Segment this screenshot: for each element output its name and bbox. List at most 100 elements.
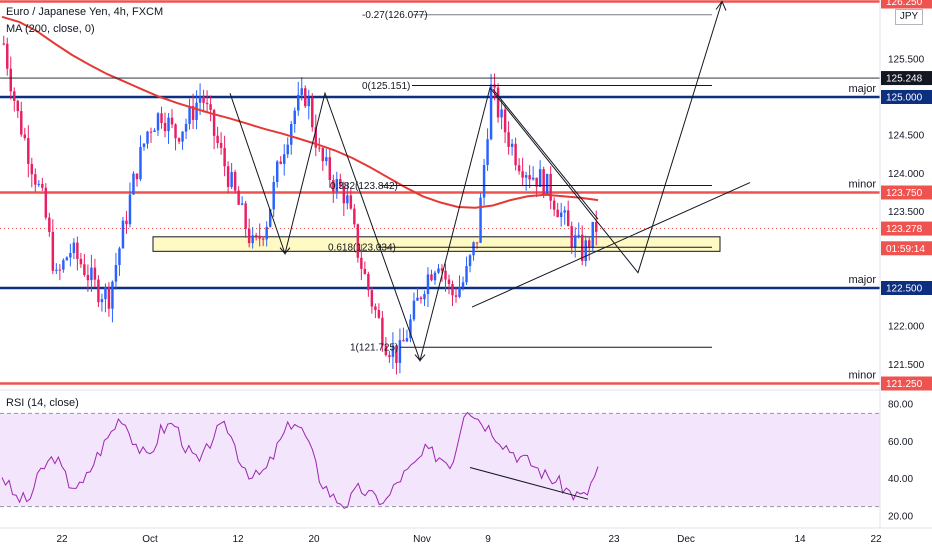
- candle-body: [363, 268, 367, 274]
- price-tag-bg: [881, 241, 932, 256]
- candle-body: [486, 139, 489, 166]
- price-tag: 126.250: [881, 0, 932, 9]
- ma-legend[interactable]: MA (200, close, 0): [6, 23, 95, 35]
- candle-body: [412, 300, 416, 320]
- candle-body: [188, 106, 191, 124]
- candle-body: [9, 68, 12, 92]
- candle-body: [549, 173, 552, 201]
- candle-body: [177, 138, 181, 142]
- candle-body: [458, 287, 461, 297]
- candle-body: [398, 340, 402, 363]
- candle-body: [342, 186, 346, 204]
- candle-body: [34, 174, 37, 185]
- price-tag: 123.750: [881, 185, 932, 200]
- candle-body: [489, 84, 493, 140]
- candle-body: [531, 177, 535, 180]
- time-tick-label: Nov: [413, 534, 431, 545]
- candle-body: [416, 297, 419, 301]
- candle-body: [524, 175, 528, 178]
- candle-body: [181, 131, 184, 142]
- candle-body: [360, 257, 363, 269]
- candle-body: [538, 169, 542, 187]
- fib-level-label: -0.27(126.077): [362, 10, 428, 21]
- support-zone-box: [152, 236, 721, 252]
- rsi-legend[interactable]: RSI (14, close): [6, 397, 79, 409]
- price-tag-label: 126.250: [886, 0, 923, 8]
- candle-body: [381, 317, 384, 346]
- candle-body: [254, 235, 258, 237]
- price-tag-bg: [881, 281, 932, 295]
- candle-body: [444, 270, 447, 280]
- candle-body: [430, 274, 433, 281]
- candle-body: [528, 175, 531, 180]
- rsi-line: [1, 411, 599, 509]
- candle-body: [468, 255, 472, 267]
- candle-body: [451, 284, 454, 296]
- candle-body: [339, 179, 342, 187]
- candle-body: [591, 221, 594, 248]
- candle-body: [135, 173, 139, 180]
- price-tag-label: 122.500: [886, 284, 923, 295]
- candle-body: [205, 102, 209, 105]
- candle-body: [149, 131, 153, 133]
- candle-body: [300, 88, 303, 95]
- candle-body: [20, 111, 23, 135]
- rsi-tick-label: 20.00: [888, 512, 913, 523]
- candle-body: [402, 340, 405, 342]
- candle-body: [265, 226, 268, 240]
- candle-body: [510, 143, 514, 147]
- candle-body: [332, 180, 335, 192]
- price-tag-label: 01:59:14: [886, 244, 925, 255]
- candle-body: [405, 338, 409, 342]
- ma-200-line: [1, 15, 599, 209]
- candle-body: [184, 123, 188, 132]
- candle-body: [72, 242, 76, 254]
- candle-body: [202, 96, 205, 103]
- candle-body: [125, 220, 128, 225]
- candle-body: [44, 187, 48, 218]
- rsi-tick-label: 60.00: [888, 437, 913, 448]
- candle-body: [261, 238, 265, 240]
- candle-body: [62, 260, 65, 270]
- candle-body: [440, 268, 444, 271]
- candle-body: [247, 228, 251, 244]
- fib-level-label: 0(125.151): [362, 81, 410, 92]
- fib-level-label: 0.382(123.842): [330, 181, 398, 192]
- fib-level-label: 1(121.725): [350, 343, 398, 354]
- candle-body: [139, 146, 142, 180]
- symbol-legend[interactable]: Euro / Japanese Yen, 4h, FXCM: [6, 6, 164, 18]
- candle-body: [93, 267, 97, 280]
- price-tag-bg: [881, 90, 932, 104]
- candle-body: [388, 355, 391, 357]
- candle-body: [170, 117, 174, 125]
- candle-body: [27, 138, 30, 164]
- currency-badge[interactable]: JPY: [895, 9, 923, 25]
- price-tick-label: 121.500: [888, 360, 925, 371]
- candle-body: [535, 177, 538, 187]
- candle-body: [237, 190, 240, 205]
- candle-body: [349, 195, 353, 209]
- candle-body: [370, 290, 374, 307]
- candle-body: [104, 287, 107, 300]
- candle-body: [51, 231, 55, 271]
- candle-body: [325, 157, 328, 162]
- candle-body: [500, 109, 503, 118]
- candle-body: [465, 266, 468, 283]
- candle-body: [517, 165, 521, 172]
- price-tag-label: 123.278: [886, 224, 923, 235]
- candle-body: [423, 294, 426, 300]
- candle-body: [328, 157, 332, 181]
- candle-body: [282, 154, 286, 164]
- candle-body: [216, 135, 219, 143]
- price-tick-label: 122.000: [888, 322, 925, 333]
- price-tag-label: 121.250: [886, 379, 923, 390]
- candle-body: [472, 242, 475, 256]
- candle-body: [314, 127, 318, 148]
- price-tag-bg: [881, 185, 932, 200]
- candle-body: [163, 123, 167, 132]
- candle-body: [353, 208, 356, 225]
- candle-body: [559, 212, 563, 218]
- candle-body: [142, 143, 146, 147]
- rsi-tick-label: 80.00: [888, 400, 913, 411]
